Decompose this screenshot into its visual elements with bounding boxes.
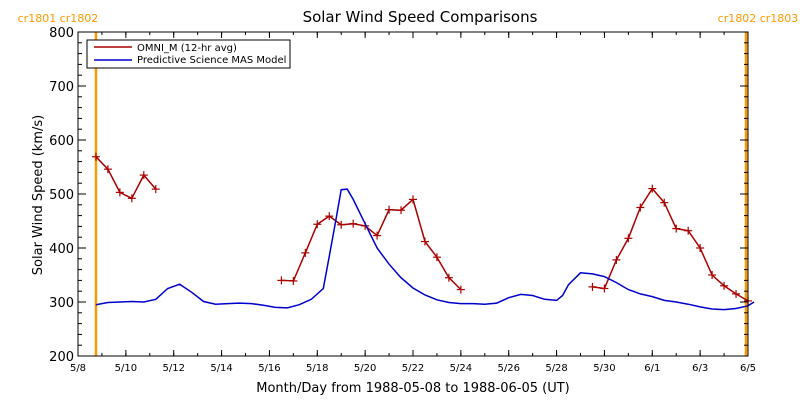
data-point-omni <box>127 194 136 203</box>
x-tick-label: 5/16 <box>258 363 280 374</box>
data-point-omni <box>684 226 693 235</box>
data-point-omni <box>349 219 358 228</box>
data-point-omni <box>397 206 406 215</box>
carrington-label: cr1801 cr1802 <box>18 12 99 25</box>
x-tick-label: 5/30 <box>593 363 615 374</box>
series-line-omni <box>95 156 157 200</box>
data-point-omni <box>337 220 346 229</box>
data-point-omni <box>612 255 621 264</box>
data-point-omni <box>277 276 286 285</box>
data-point-omni <box>432 253 441 262</box>
x-tick-label: 5/18 <box>306 363 328 374</box>
y-tick-label: 300 <box>49 296 74 311</box>
plot-frame <box>77 31 749 357</box>
x-tick-label: 5/10 <box>115 363 137 374</box>
data-point-omni <box>708 271 717 279</box>
y-tick-label: 500 <box>49 188 74 203</box>
series-line-mas <box>95 188 755 311</box>
y-axis-title: Solar Wind Speed (km/s) <box>31 115 46 275</box>
y-tick-label: 200 <box>49 350 74 365</box>
data-point-omni <box>660 198 669 207</box>
y-tick-label: 700 <box>49 80 74 95</box>
data-point-omni <box>91 152 100 161</box>
data-point-omni <box>456 285 465 294</box>
data-point-omni <box>588 282 597 291</box>
x-tick-label: 5/14 <box>210 363 232 374</box>
y-tick-label: 600 <box>49 134 74 149</box>
x-tick-label: 5/28 <box>545 363 567 374</box>
x-tick-label: 5/8 <box>70 363 86 374</box>
data-point-omni <box>115 188 124 197</box>
data-point-omni <box>373 231 382 240</box>
axes: 5/8 5/10 5/12 5/14 5/16 5/18 5/20 5/22 5/24 5/26 5… <box>49 26 756 374</box>
data-point-omni <box>313 220 322 229</box>
x-tick-label: 6/5 <box>740 363 756 374</box>
data-point-omni <box>289 276 298 285</box>
x-tick-label: 5/24 <box>450 363 472 374</box>
legend-box <box>86 39 291 69</box>
x-tick-label: 5/26 <box>497 363 519 374</box>
data-point-omni <box>139 171 148 180</box>
x-tick-label: 5/22 <box>402 363 424 374</box>
data-point-omni <box>103 165 112 174</box>
x-tick-label: 6/3 <box>692 363 708 374</box>
data-point-omni <box>420 237 429 246</box>
data-point-omni <box>636 203 645 212</box>
data-point-omni <box>732 289 741 298</box>
series-line-omni <box>281 198 462 291</box>
legend: OMNI_M (12-hr avg) Predictive Science MA… <box>86 39 291 69</box>
data-point-omni <box>624 234 633 243</box>
data-point-omni <box>600 284 609 293</box>
y-tick-label: 400 <box>49 242 74 257</box>
x-axis-title: Month/Day from 1988-05-08 to 1988-06-05 … <box>256 381 569 396</box>
data-point-omni <box>409 195 417 204</box>
x-tick-label: 6/1 <box>644 363 660 374</box>
data-point-omni <box>696 244 705 252</box>
data-point-omni <box>151 185 160 194</box>
data-point-omni <box>385 205 394 214</box>
series-line-omni <box>592 187 749 302</box>
data-point-omni <box>672 224 681 233</box>
x-tick-label: 5/12 <box>162 363 184 374</box>
chart-title: Solar Wind Speed Comparisons <box>303 8 538 26</box>
series-layer <box>91 152 755 311</box>
x-tick-label: 5/20 <box>354 363 376 374</box>
legend-label-omni: OMNI_M (12-hr avg) <box>137 43 237 54</box>
data-point-omni <box>720 281 729 290</box>
legend-label-mas: Predictive Science MAS Model <box>137 55 286 66</box>
data-point-omni <box>301 248 310 257</box>
y-tick-label: 800 <box>49 26 74 41</box>
carrington-label: cr1802 cr1803 <box>718 12 799 25</box>
data-point-omni <box>648 184 657 193</box>
data-point-omni <box>444 273 453 282</box>
data-point-omni <box>325 212 334 221</box>
